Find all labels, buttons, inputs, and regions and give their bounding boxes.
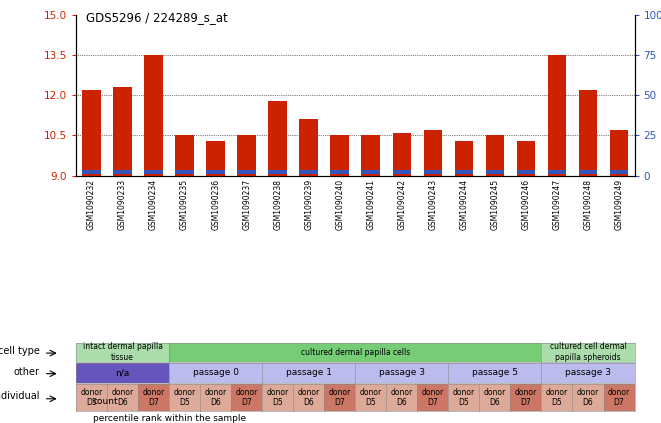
Text: cultured cell dermal
papilla spheroids: cultured cell dermal papilla spheroids <box>549 343 627 362</box>
Bar <box>548 170 566 174</box>
Bar <box>268 101 287 176</box>
Text: passage 1: passage 1 <box>286 368 332 377</box>
Bar <box>237 170 256 174</box>
Text: donor
D7: donor D7 <box>515 388 537 407</box>
Text: percentile rank within the sample: percentile rank within the sample <box>93 414 246 423</box>
Text: donor
D7: donor D7 <box>608 388 630 407</box>
Text: donor
D7: donor D7 <box>329 388 351 407</box>
Text: GSM1090234: GSM1090234 <box>149 179 158 230</box>
Text: GSM1090247: GSM1090247 <box>553 179 561 230</box>
Text: donor
D5: donor D5 <box>266 388 289 407</box>
Bar <box>299 170 318 174</box>
Text: GDS5296 / 224289_s_at: GDS5296 / 224289_s_at <box>86 11 227 24</box>
Bar <box>424 170 442 174</box>
Bar <box>144 55 163 176</box>
Bar <box>455 141 473 176</box>
Text: other: other <box>14 367 40 376</box>
Text: n/a: n/a <box>116 368 130 377</box>
Text: GSM1090237: GSM1090237 <box>242 179 251 230</box>
Bar <box>609 130 629 176</box>
Bar <box>579 170 598 174</box>
Bar <box>175 135 194 176</box>
Bar <box>609 170 629 174</box>
Bar <box>393 133 411 176</box>
Text: individual: individual <box>0 391 40 401</box>
Text: GSM1090233: GSM1090233 <box>118 179 127 230</box>
Bar <box>175 170 194 174</box>
Text: GSM1090244: GSM1090244 <box>459 179 469 230</box>
Text: cultured dermal papilla cells: cultured dermal papilla cells <box>301 348 410 357</box>
Bar <box>486 135 504 176</box>
Bar <box>362 170 380 174</box>
Text: passage 3: passage 3 <box>565 368 611 377</box>
Bar <box>455 170 473 174</box>
Text: donor
D5: donor D5 <box>453 388 475 407</box>
Text: donor
D5: donor D5 <box>360 388 382 407</box>
Text: donor
D7: donor D7 <box>143 388 165 407</box>
Text: donor
D6: donor D6 <box>204 388 227 407</box>
Bar <box>268 170 287 174</box>
Bar <box>548 55 566 176</box>
Bar <box>330 135 349 176</box>
Bar <box>113 170 132 174</box>
Text: GSM1090242: GSM1090242 <box>397 179 407 230</box>
Bar <box>517 170 535 174</box>
Text: donor
D6: donor D6 <box>391 388 413 407</box>
Text: GSM1090245: GSM1090245 <box>490 179 500 230</box>
Bar <box>330 170 349 174</box>
Text: passage 5: passage 5 <box>472 368 518 377</box>
Text: GSM1090246: GSM1090246 <box>522 179 531 230</box>
Text: count: count <box>93 397 118 406</box>
Bar <box>486 170 504 174</box>
Bar <box>362 135 380 176</box>
Text: GSM1090236: GSM1090236 <box>211 179 220 230</box>
Text: cell type: cell type <box>0 346 40 356</box>
Text: passage 3: passage 3 <box>379 368 425 377</box>
Text: passage 0: passage 0 <box>192 368 239 377</box>
Text: intact dermal papilla
tissue: intact dermal papilla tissue <box>83 343 163 362</box>
Bar <box>206 141 225 176</box>
Text: donor
D6: donor D6 <box>297 388 320 407</box>
Bar <box>424 130 442 176</box>
Bar <box>144 170 163 174</box>
Bar <box>517 141 535 176</box>
Text: donor
D5: donor D5 <box>546 388 568 407</box>
Bar <box>82 170 101 174</box>
Text: GSM1090243: GSM1090243 <box>428 179 438 230</box>
Bar <box>237 135 256 176</box>
Text: donor
D6: donor D6 <box>112 388 134 407</box>
Text: GSM1090249: GSM1090249 <box>615 179 623 230</box>
Text: donor
D5: donor D5 <box>81 388 102 407</box>
Text: GSM1090238: GSM1090238 <box>273 179 282 230</box>
Text: donor
D7: donor D7 <box>422 388 444 407</box>
Bar <box>206 170 225 174</box>
Text: donor
D5: donor D5 <box>173 388 196 407</box>
Bar <box>393 170 411 174</box>
Bar <box>579 90 598 176</box>
Text: GSM1090248: GSM1090248 <box>584 179 592 230</box>
Bar <box>299 119 318 176</box>
Text: donor
D7: donor D7 <box>235 388 258 407</box>
Bar <box>82 90 101 176</box>
Text: GSM1090235: GSM1090235 <box>180 179 189 230</box>
Text: GSM1090241: GSM1090241 <box>366 179 375 230</box>
Bar <box>113 87 132 176</box>
Text: donor
D6: donor D6 <box>484 388 506 407</box>
Text: GSM1090240: GSM1090240 <box>335 179 344 230</box>
Text: GSM1090239: GSM1090239 <box>304 179 313 230</box>
Text: GSM1090232: GSM1090232 <box>87 179 96 230</box>
Text: donor
D6: donor D6 <box>577 388 599 407</box>
